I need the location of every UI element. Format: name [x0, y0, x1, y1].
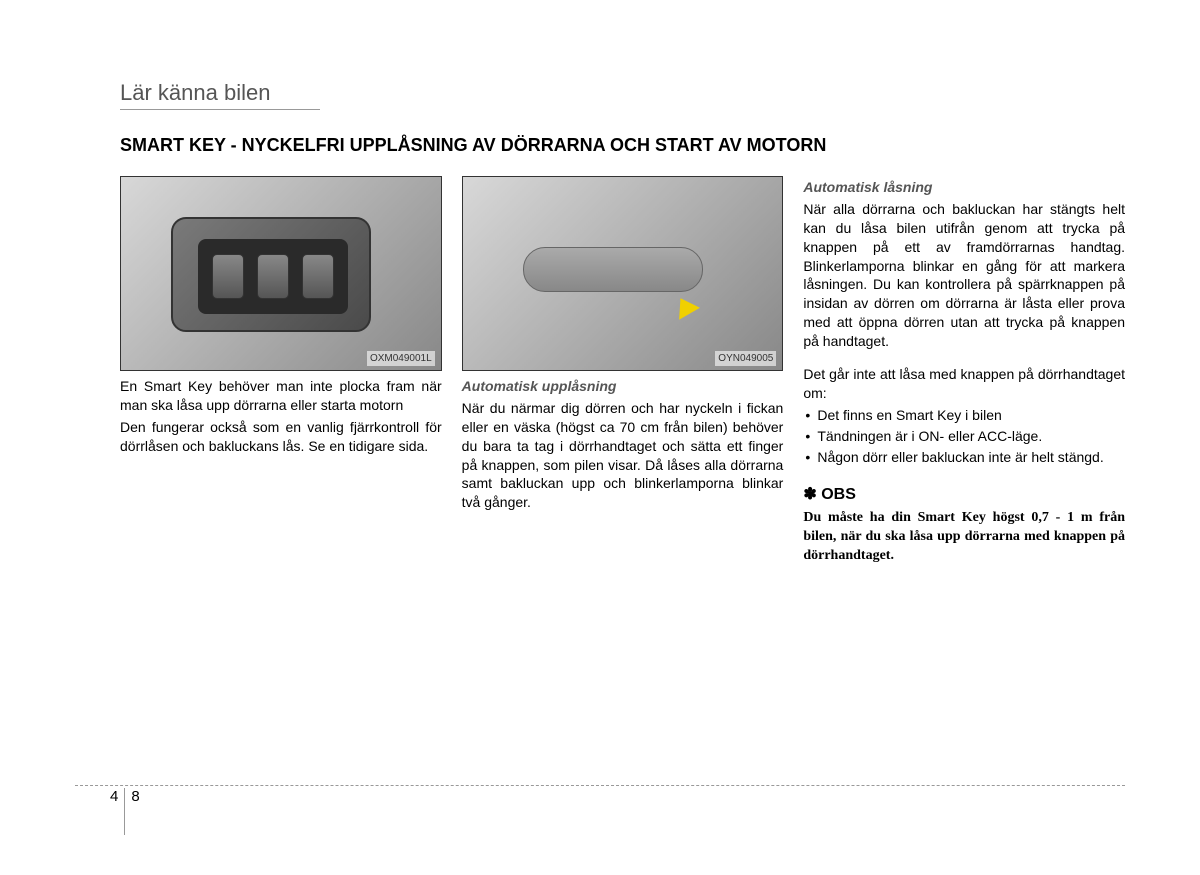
page-title: SMART KEY - NYCKELFRI UPPLÅSNING AV DÖRR…	[120, 135, 1125, 156]
column-2: OYN049005 Automatisk upplåsning När du n…	[462, 176, 784, 569]
column-3: Automatisk låsning När alla dörrarna och…	[803, 176, 1125, 569]
figure-code: OYN049005	[715, 351, 776, 367]
note-text: Du måste ha din Smart Key högst 0,7 - 1 …	[803, 509, 1125, 566]
keyfob-button	[212, 254, 244, 299]
figure-smartkey: OXM049001L	[120, 176, 442, 371]
subheading: Automatisk låsning	[803, 178, 1125, 197]
paragraph: När alla dörrarna och bakluckan har stän…	[803, 200, 1125, 351]
doorhandle-illustration	[523, 247, 703, 292]
note-heading: ✽ OBS	[803, 484, 1125, 506]
list-item: Någon dörr eller bakluckan inte är helt …	[803, 448, 1125, 467]
list-item: Tändningen är i ON- eller ACC-läge.	[803, 427, 1125, 446]
section-header: Lär känna bilen	[120, 80, 320, 110]
paragraph: När du närmar dig dörren och har nyckeln…	[462, 399, 784, 512]
subheading: Automatisk upplåsning	[462, 377, 784, 396]
page-chapter: 4	[110, 788, 125, 835]
keyfob-illustration	[171, 217, 371, 332]
list-item: Det finns en Smart Key i bilen	[803, 406, 1125, 425]
content-columns: OXM049001L En Smart Key behöver man inte…	[120, 176, 1125, 569]
keyfob-button	[302, 254, 334, 299]
column-1: OXM049001L En Smart Key behöver man inte…	[120, 176, 442, 569]
page-index: 8	[125, 788, 139, 805]
paragraph: En Smart Key behöver man inte plocka fra…	[120, 377, 442, 415]
figure-doorhandle: OYN049005	[462, 176, 784, 371]
arrow-icon	[670, 292, 700, 320]
bullet-list: Det finns en Smart Key i bilen Tändninge…	[803, 406, 1125, 467]
keyfob-button	[257, 254, 289, 299]
paragraph: Det går inte att låsa med knappen på dör…	[803, 365, 1125, 403]
page-footer: 4 8	[75, 785, 1125, 835]
page-number: 4 8	[110, 788, 140, 835]
paragraph: Den fungerar också som en vanlig fjärrko…	[120, 418, 442, 456]
figure-code: OXM049001L	[367, 351, 435, 367]
